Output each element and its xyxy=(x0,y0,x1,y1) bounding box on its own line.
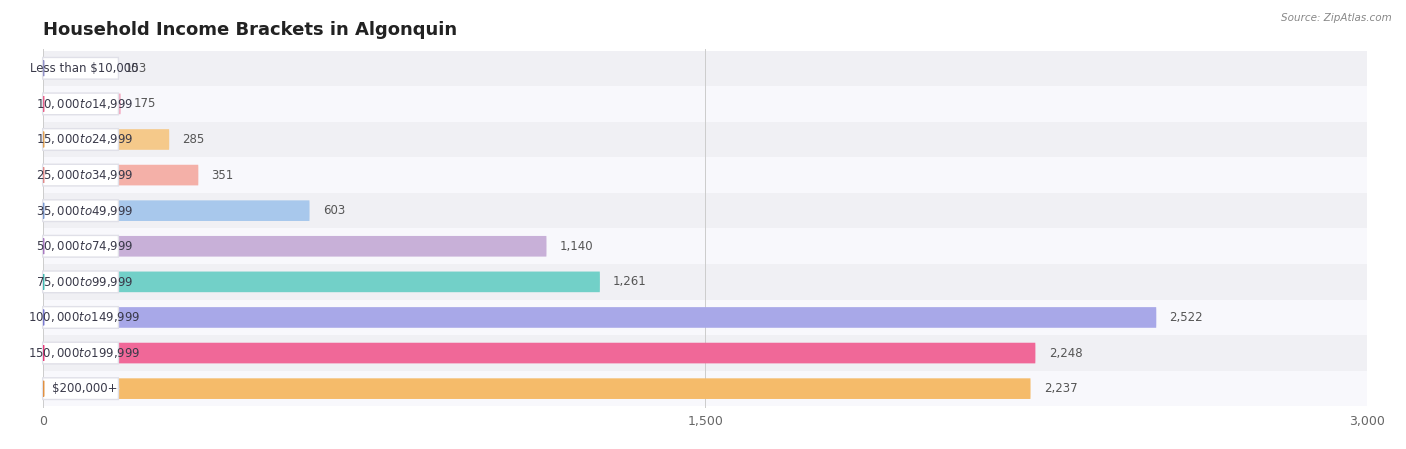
Text: 2,522: 2,522 xyxy=(1170,311,1204,324)
FancyBboxPatch shape xyxy=(44,236,547,256)
Text: $35,000 to $49,999: $35,000 to $49,999 xyxy=(35,204,134,218)
FancyBboxPatch shape xyxy=(42,129,118,150)
Text: Less than $10,000: Less than $10,000 xyxy=(30,62,139,75)
FancyBboxPatch shape xyxy=(44,129,169,150)
Text: 2,248: 2,248 xyxy=(1049,347,1083,360)
FancyBboxPatch shape xyxy=(42,93,118,115)
Text: 351: 351 xyxy=(211,168,233,181)
Bar xyxy=(44,229,1367,264)
FancyBboxPatch shape xyxy=(44,272,600,292)
FancyBboxPatch shape xyxy=(42,271,118,293)
Text: $25,000 to $34,999: $25,000 to $34,999 xyxy=(35,168,134,182)
FancyBboxPatch shape xyxy=(42,378,118,400)
Bar xyxy=(44,335,1367,371)
FancyBboxPatch shape xyxy=(42,57,118,79)
FancyBboxPatch shape xyxy=(44,307,1156,328)
FancyBboxPatch shape xyxy=(42,342,118,364)
Text: 153: 153 xyxy=(124,62,146,75)
Text: 1,261: 1,261 xyxy=(613,275,647,288)
Text: 175: 175 xyxy=(134,97,156,110)
FancyBboxPatch shape xyxy=(44,200,309,221)
Text: Household Income Brackets in Algonquin: Household Income Brackets in Algonquin xyxy=(44,21,457,39)
FancyBboxPatch shape xyxy=(44,343,1035,363)
Text: 1,140: 1,140 xyxy=(560,240,593,253)
Text: 2,237: 2,237 xyxy=(1043,382,1077,395)
Text: $15,000 to $24,999: $15,000 to $24,999 xyxy=(35,132,134,146)
Bar xyxy=(44,50,1367,86)
Bar xyxy=(44,86,1367,122)
Bar xyxy=(44,193,1367,229)
FancyBboxPatch shape xyxy=(42,200,118,221)
Text: $75,000 to $99,999: $75,000 to $99,999 xyxy=(35,275,134,289)
FancyBboxPatch shape xyxy=(44,379,1031,399)
Text: 603: 603 xyxy=(323,204,344,217)
Bar xyxy=(44,122,1367,157)
Text: $50,000 to $74,999: $50,000 to $74,999 xyxy=(35,239,134,253)
FancyBboxPatch shape xyxy=(44,165,198,185)
Bar xyxy=(44,299,1367,335)
FancyBboxPatch shape xyxy=(42,235,118,257)
Text: $150,000 to $199,999: $150,000 to $199,999 xyxy=(28,346,141,360)
Text: $100,000 to $149,999: $100,000 to $149,999 xyxy=(28,310,141,325)
Text: 285: 285 xyxy=(183,133,205,146)
FancyBboxPatch shape xyxy=(42,164,118,186)
FancyBboxPatch shape xyxy=(44,93,121,114)
Bar xyxy=(44,157,1367,193)
Bar xyxy=(44,264,1367,299)
Text: Source: ZipAtlas.com: Source: ZipAtlas.com xyxy=(1281,13,1392,23)
Bar xyxy=(44,371,1367,406)
FancyBboxPatch shape xyxy=(42,307,118,328)
Text: $200,000+: $200,000+ xyxy=(52,382,117,395)
FancyBboxPatch shape xyxy=(44,58,111,79)
Text: $10,000 to $14,999: $10,000 to $14,999 xyxy=(35,97,134,111)
